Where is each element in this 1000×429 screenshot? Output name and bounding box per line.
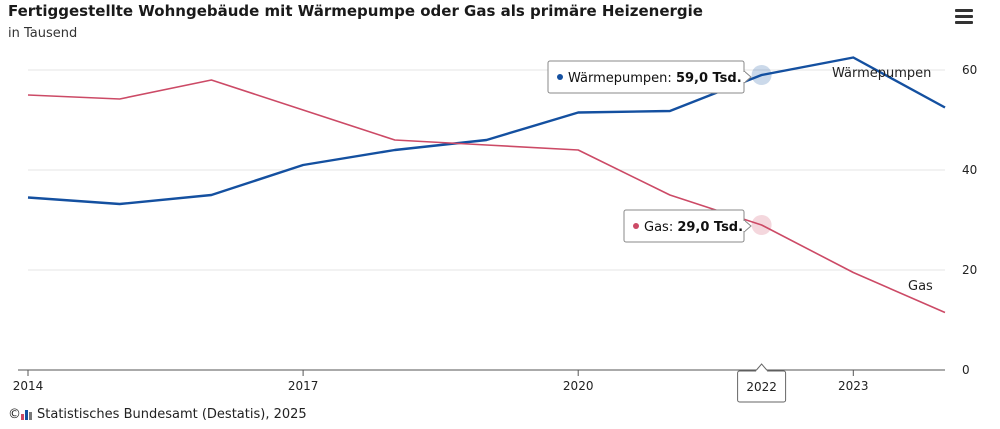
menu-bar — [955, 21, 973, 24]
tooltip-waermepumpen-pointer — [743, 70, 752, 84]
tooltip-waermepumpen-marker — [557, 74, 563, 80]
tooltip-gas-text: Gas: 29,0 Tsd. — [644, 220, 743, 235]
chart-title: Fertiggestellte Wohngebäude mit Wärmepum… — [8, 2, 703, 20]
tooltip-gas-marker — [633, 223, 639, 229]
chart-subtitle: in Tausend — [8, 26, 78, 41]
menu-bar — [955, 9, 973, 12]
highlight-point-gas[interactable] — [751, 215, 772, 235]
copyright-symbol: © — [8, 407, 21, 422]
tooltip-gas-value: 29,0 Tsd. — [677, 220, 743, 235]
source-text: Statistisches Bundesamt (Destatis), 2025 — [37, 407, 307, 422]
tooltip-gas-pointer — [743, 219, 752, 233]
x-tick-label: 2014 — [13, 379, 44, 393]
x-tick-label: 2017 — [288, 379, 319, 393]
x-tick-label: 2020 — [563, 379, 594, 393]
y-tick-label: 60 — [962, 63, 977, 77]
tooltip-waermepumpen-label: Wärmepumpen: — [568, 71, 676, 86]
series-label-waermepumpen: Wärmepumpen — [832, 66, 931, 81]
source-line: © Statistisches Bundesamt (Destatis), 20… — [8, 407, 307, 422]
y-tick-label: 0 — [962, 363, 970, 377]
tooltip-waermepumpen-text: Wärmepumpen: 59,0 Tsd. — [568, 71, 742, 86]
hamburger-menu-icon[interactable] — [952, 6, 976, 28]
destatis-logo-icon — [21, 409, 33, 420]
y-tick-label: 40 — [962, 163, 977, 177]
series-label-gas: Gas — [908, 279, 933, 294]
tooltip-gas-label: Gas: — [644, 220, 677, 235]
menu-bar — [955, 15, 973, 18]
x-highlight-pointer — [755, 363, 768, 372]
series-line[interactable] — [27, 79, 946, 314]
x-highlight-label: 2022 — [746, 380, 777, 394]
series-line[interactable] — [27, 56, 946, 206]
y-tick-label: 20 — [962, 263, 977, 277]
x-tick-label: 2023 — [838, 379, 869, 393]
tooltip-waermepumpen-value: 59,0 Tsd. — [676, 71, 742, 86]
highlight-point-waermepumpen[interactable] — [751, 65, 772, 85]
